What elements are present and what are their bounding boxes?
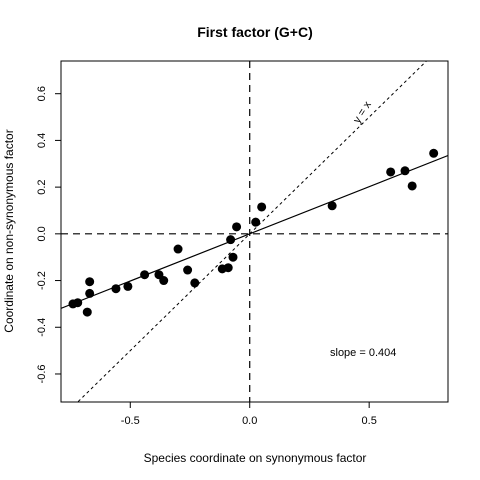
y-tick-label: 0.0 bbox=[36, 226, 48, 241]
data-point bbox=[223, 263, 233, 273]
data-point bbox=[73, 298, 83, 308]
y-tick-label: 0.2 bbox=[36, 179, 48, 194]
y-tick-label: 0.6 bbox=[36, 86, 48, 101]
x-axis-label: Species coordinate on synonymous factor bbox=[144, 451, 367, 465]
data-point bbox=[173, 244, 183, 254]
identity-line bbox=[77, 61, 428, 402]
y-axis: -0.6 -0.4 -0.2 0.0 0.2 0.4 0.6 bbox=[36, 86, 61, 383]
data-point bbox=[251, 217, 261, 227]
reference-lines bbox=[61, 61, 448, 402]
y-tick-label: -0.4 bbox=[36, 318, 48, 337]
y-tick-label: -0.6 bbox=[36, 364, 48, 383]
chart-title: First factor (G+C) bbox=[197, 24, 313, 40]
data-point bbox=[85, 288, 95, 298]
data-point bbox=[82, 307, 92, 317]
x-tick-label: 0.5 bbox=[362, 415, 377, 427]
data-point bbox=[257, 202, 267, 212]
x-axis: -0.5 0.0 0.5 bbox=[121, 401, 377, 427]
regression-line bbox=[61, 154, 448, 309]
y-tick-label: -0.2 bbox=[36, 271, 48, 290]
data-point bbox=[123, 281, 133, 291]
data-point bbox=[232, 222, 242, 232]
data-points bbox=[68, 148, 439, 317]
data-point bbox=[386, 167, 396, 177]
data-point bbox=[85, 277, 95, 287]
y-axis-label: Coordinate on non-synonymous factor bbox=[2, 129, 16, 332]
data-point bbox=[140, 270, 150, 280]
data-point bbox=[429, 148, 439, 158]
slope-annotation: slope = 0.404 bbox=[330, 347, 396, 359]
x-tick-label: -0.5 bbox=[121, 415, 140, 427]
y-tick-label: 0.4 bbox=[36, 133, 48, 148]
data-point bbox=[407, 181, 417, 191]
x-tick-label: 0.0 bbox=[242, 415, 257, 427]
data-point bbox=[327, 201, 337, 211]
data-point bbox=[226, 235, 236, 245]
data-point bbox=[111, 284, 121, 294]
data-point bbox=[228, 252, 238, 262]
data-point bbox=[190, 278, 200, 288]
data-point bbox=[159, 276, 169, 286]
data-point bbox=[183, 265, 193, 275]
identity-line-label: y = x bbox=[351, 99, 374, 126]
data-point bbox=[400, 166, 410, 176]
